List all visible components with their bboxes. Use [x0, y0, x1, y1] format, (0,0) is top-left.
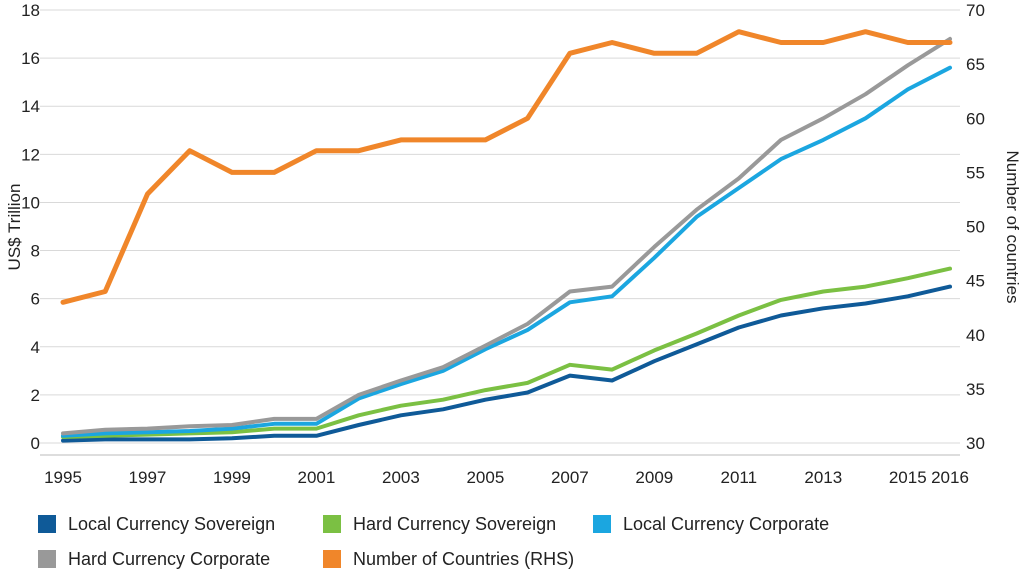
right-axis-ticks: 30 35 40 45 50 55 60 65 70 — [966, 1, 985, 453]
legend-swatch — [323, 515, 341, 533]
left-tick-label: 6 — [31, 290, 40, 309]
x-axis-ticks: 1995 1997 1999 2001 2003 2005 2007 2009 2011 2013… — [44, 468, 969, 487]
legend-label: Hard Currency Sovereign — [353, 513, 557, 534]
series-lines — [60, 29, 953, 443]
left-tick-label: 4 — [31, 338, 40, 357]
left-tick-label: 8 — [31, 242, 40, 261]
right-tick-label: 55 — [966, 163, 985, 182]
x-tick-label: 2013 — [804, 468, 842, 487]
x-tick-label: 2005 — [466, 468, 504, 487]
x-tick-label: 1995 — [44, 468, 82, 487]
legend-item-hard-currency-corporate: Hard Currency Corporate — [38, 544, 270, 574]
right-tick-label: 35 — [966, 380, 985, 399]
legend-item-hard-currency-sovereign: Hard Currency Sovereign — [323, 509, 556, 539]
left-tick-label: 0 — [31, 434, 40, 453]
series-line-hard-currency-sovereign — [61, 266, 952, 439]
legend: Local Currency Sovereign Hard Currency S… — [38, 506, 938, 574]
x-tick-label: 2009 — [635, 468, 673, 487]
series-line-hard-currency-corporate — [61, 36, 952, 436]
right-tick-label: 45 — [966, 272, 985, 291]
right-tick-label: 70 — [966, 1, 985, 20]
right-tick-label: 65 — [966, 55, 985, 74]
right-tick-label: 40 — [966, 326, 985, 345]
line-chart: 1995 1997 1999 2001 2003 2005 2007 2009 2011 2013… — [5, 1, 1022, 487]
series-line-local-currency-sovereign — [61, 284, 952, 443]
left-axis-ticks: 0 2 4 6 8 10 12 14 16 18 — [21, 1, 40, 453]
series-line-number-of-countries-rhs — [60, 29, 953, 305]
legend-swatch — [323, 550, 341, 568]
left-tick-label: 16 — [21, 49, 40, 68]
left-tick-label: 2 — [31, 386, 40, 405]
x-tick-label: 1999 — [213, 468, 251, 487]
legend-swatch — [38, 550, 56, 568]
legend-item-number-of-countries: Number of Countries (RHS) — [323, 544, 574, 574]
legend-label: Local Currency Corporate — [623, 513, 830, 534]
x-tick-label: 2011 — [721, 468, 758, 487]
x-tick-label: 2003 — [382, 468, 420, 487]
legend-label: Local Currency Sovereign — [68, 513, 276, 534]
left-axis-title: US$ Trillion — [5, 184, 24, 271]
right-tick-label: 30 — [966, 434, 985, 453]
x-tick-label: 2015 — [889, 468, 927, 487]
left-tick-label: 14 — [21, 97, 40, 116]
legend-swatch — [38, 515, 56, 533]
right-tick-label: 50 — [966, 218, 985, 237]
legend-swatch — [593, 515, 611, 533]
legend-item-local-currency-sovereign: Local Currency Sovereign — [38, 509, 275, 539]
x-tick-label: 2001 — [298, 468, 336, 487]
left-tick-label: 12 — [21, 145, 40, 164]
series-line-local-currency-corporate — [61, 65, 952, 438]
left-tick-label: 18 — [21, 1, 40, 20]
legend-label: Hard Currency Corporate — [68, 548, 271, 569]
left-tick-label: 10 — [21, 193, 40, 212]
x-tick-label: 1997 — [129, 468, 167, 487]
right-tick-label: 60 — [966, 109, 985, 128]
x-tick-label: 2007 — [551, 468, 589, 487]
x-tick-label: 2016 — [931, 468, 969, 487]
legend-label: Number of Countries (RHS) — [353, 548, 575, 569]
legend-item-local-currency-corporate: Local Currency Corporate — [593, 509, 829, 539]
right-axis-title: Number of countries — [1003, 150, 1022, 303]
